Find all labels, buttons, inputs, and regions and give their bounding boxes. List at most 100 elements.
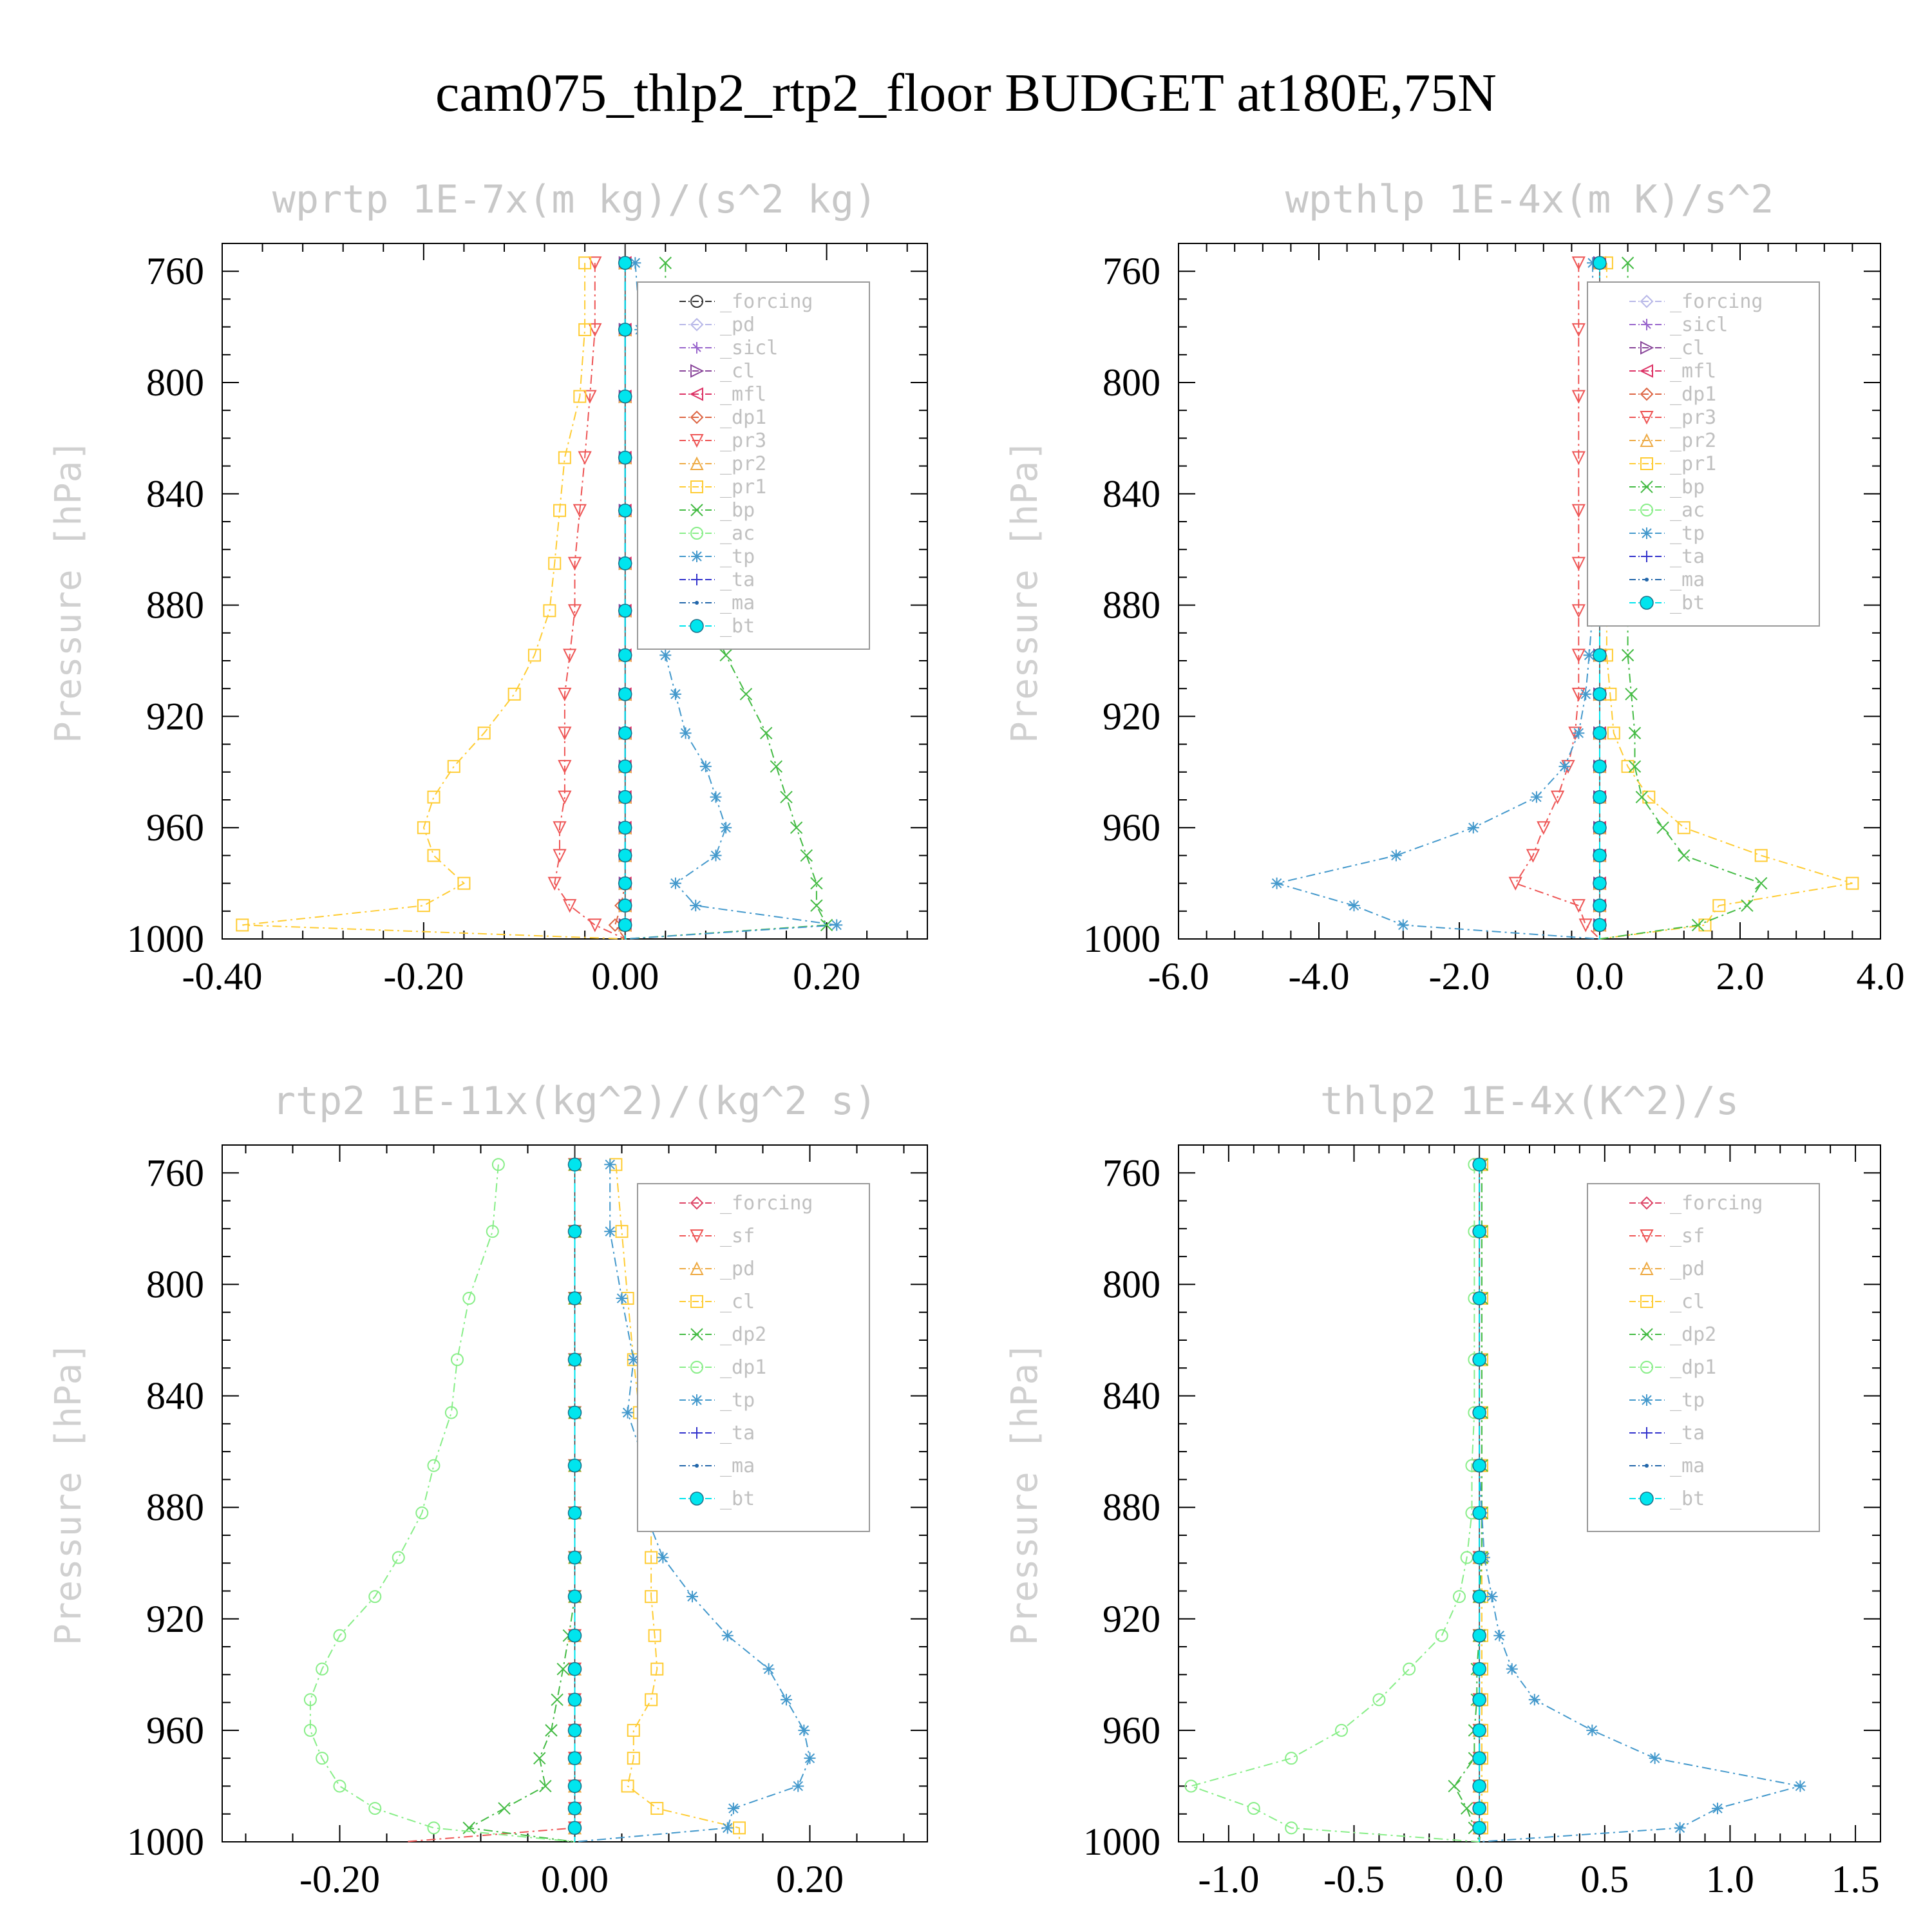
series-point-tp	[1467, 822, 1479, 834]
series-point-bt	[618, 898, 632, 913]
series-point-pr1	[457, 876, 471, 890]
series-point-tp	[1573, 727, 1585, 739]
x-tick-label: 0.20	[776, 1858, 844, 1900]
series-point-bp	[1628, 726, 1642, 740]
series-point-cl	[733, 1821, 746, 1835]
panel-title: wprtp 1E-7x(m kg)/(s^2 kg)	[272, 177, 877, 222]
series-point-dp1	[316, 1752, 329, 1765]
series-point-bt	[567, 1662, 582, 1676]
y-tick-label: 880	[1103, 1486, 1160, 1529]
series-point-pr1	[1677, 821, 1690, 835]
x-tick-label: 4.0	[1857, 955, 1905, 998]
series-point-tp	[629, 257, 641, 269]
series-point-dp1	[333, 1629, 346, 1642]
series-point-dp1	[427, 1821, 440, 1835]
legend-box	[637, 281, 870, 650]
series-line-tp	[574, 1164, 811, 1842]
series-point-pr3	[1571, 504, 1586, 518]
series-line-dp2	[1454, 1164, 1482, 1842]
series-point-tp	[727, 1803, 739, 1815]
legend-marker	[1640, 1295, 1653, 1308]
series-point-pr3	[558, 726, 572, 741]
series-point-tp	[792, 1780, 804, 1792]
series-point-bt	[567, 1821, 582, 1835]
series-point-pr1	[543, 604, 556, 618]
legend-label: _cl	[1670, 337, 1705, 359]
legend-label: _pd	[1670, 1258, 1705, 1280]
series-point-bt	[1472, 1506, 1486, 1520]
series-point-pr1	[1621, 760, 1634, 773]
legend-label: _pr3	[720, 430, 766, 452]
panel-3: rtp2 1E-11x(kg^2)/(kg^2 s) Pressure [hPa]…	[48, 1079, 928, 1900]
series-point-pr3	[588, 256, 602, 270]
series-point-tp	[710, 849, 722, 862]
y-tick-label: 1000	[127, 918, 204, 960]
series-point-bt	[567, 1506, 582, 1520]
legend-marker	[691, 342, 703, 354]
legend-label: _cl	[720, 1291, 755, 1313]
series-point-tp	[781, 1694, 792, 1706]
series-point-tp	[1271, 877, 1283, 889]
legend-label: _tp	[1670, 522, 1705, 545]
series-point-bt	[1472, 1589, 1486, 1604]
series-point-dp1	[1335, 1723, 1349, 1737]
series-point-bt	[1593, 820, 1607, 835]
legend-label: _dp1	[1670, 1356, 1716, 1379]
series-point-bt	[1593, 790, 1607, 804]
series-point-pr3	[1571, 604, 1586, 618]
series-point-bt	[1593, 726, 1607, 741]
series-point-pr1	[558, 451, 571, 464]
series-point-dp2	[1448, 1779, 1461, 1793]
series-point-bt	[1593, 898, 1607, 913]
series-point-bt	[1593, 256, 1607, 270]
x-tick-label: 0.00	[541, 1858, 609, 1900]
series-point-pr3	[1508, 876, 1522, 891]
series-point-tp	[721, 1822, 734, 1834]
series-point-pr3	[563, 649, 577, 663]
legend-marker	[690, 1361, 703, 1374]
legend-marker	[1640, 411, 1654, 425]
series-point-pr3	[567, 556, 582, 571]
y-tick-label: 960	[146, 1709, 204, 1752]
series-point-pr1	[507, 687, 521, 701]
legend-label: _pr1	[1670, 453, 1716, 475]
legend-label: _dp1	[1670, 383, 1716, 406]
series-point-bt	[618, 323, 632, 337]
legend-marker	[1640, 504, 1653, 516]
legend-marker	[1640, 1261, 1654, 1275]
series-point-pr3	[558, 687, 572, 702]
series-point-bt	[1472, 1628, 1486, 1643]
legend-label: _pr2	[720, 453, 766, 475]
x-tick-label: -4.0	[1289, 955, 1350, 998]
series-point-cl	[627, 1752, 640, 1765]
panel-title: rtp2 1E-11x(kg^2)/(kg^2 s)	[272, 1079, 877, 1124]
y-tick-label: 760	[146, 250, 204, 292]
series-point-bt	[1472, 1723, 1486, 1738]
legend-marker	[690, 1261, 704, 1275]
series-point-bt	[567, 1352, 582, 1367]
series-point-cl	[650, 1662, 664, 1676]
series-point-pr3	[1571, 390, 1586, 404]
x-tick-label: 0.5	[1580, 1858, 1629, 1900]
series-point-dp2	[556, 1662, 569, 1676]
series-point-pr1	[427, 790, 440, 804]
y-tick-label: 800	[146, 1263, 204, 1305]
series-point-bt	[567, 1224, 582, 1238]
plot-frame	[1178, 243, 1881, 940]
legend-label: _pr2	[1670, 430, 1716, 452]
series-point-bt	[1593, 648, 1607, 663]
legend-label: _tp	[720, 1389, 755, 1412]
series-point-dp2	[462, 1821, 475, 1835]
y-tick-label: 840	[1103, 1375, 1160, 1417]
series-point-pr3	[1526, 849, 1540, 863]
series-point-cl	[650, 1802, 664, 1815]
series-point-dp1	[1435, 1629, 1448, 1642]
series-point-bt	[567, 1405, 582, 1420]
y-tick-label: 920	[146, 695, 204, 737]
x-tick-label: 0.0	[1455, 1858, 1504, 1900]
series-point-cl	[627, 1723, 640, 1737]
series-line-sf	[404, 1164, 576, 1842]
series-point-bt	[618, 603, 632, 618]
y-tick-label: 960	[1103, 806, 1160, 849]
legend-label: _dp2	[1670, 1323, 1716, 1346]
